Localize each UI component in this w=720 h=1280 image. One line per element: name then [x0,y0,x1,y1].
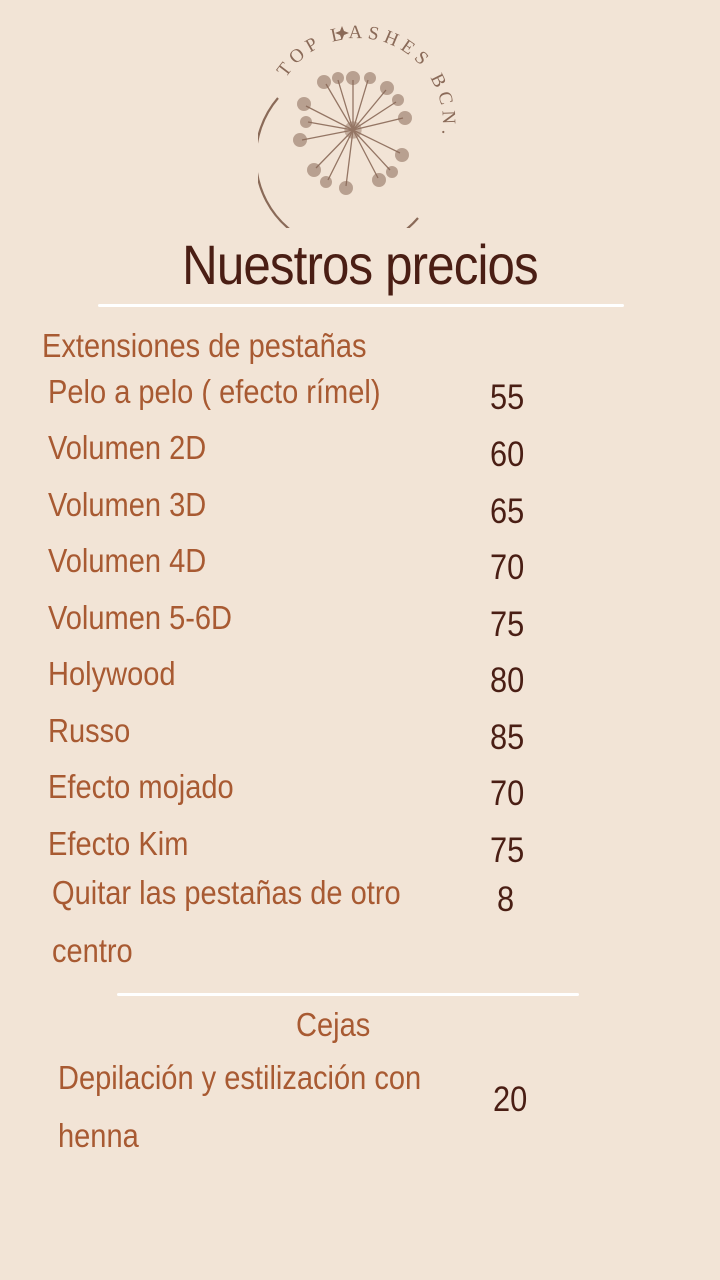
item-price: 80 [490,661,524,701]
section-heading-brows: Cejas [296,1006,370,1044]
list-item: Volumen 4D [48,542,206,580]
list-item: Depilación y estilización con henna [58,1049,445,1165]
divider [98,304,624,307]
list-item: Efecto Kim [48,825,188,863]
list-item: Holywood [48,655,176,693]
section-heading-lashes: Extensiones de pestañas [42,327,367,365]
dandelion-icon: TOP LASHES BCN. [258,18,458,228]
item-price: 8 [497,880,514,920]
list-item: Russo [48,712,130,750]
list-item: Quitar las pestañas de otro centro [52,864,439,980]
brand-logo: TOP LASHES BCN. [258,18,458,228]
item-price: 70 [490,774,524,814]
item-price: 70 [490,548,524,588]
item-price: 85 [490,718,524,758]
list-item: Pelo a pelo ( efecto rímel) [48,373,381,411]
list-item: Volumen 3D [48,486,206,524]
item-price: 60 [490,435,524,475]
list-item: Efecto mojado [48,768,234,806]
item-price: 75 [490,831,524,871]
list-item: Volumen 5-6D [48,599,232,637]
item-price: 65 [490,492,524,532]
page-title: Nuestros precios [43,232,677,297]
item-price: 75 [490,605,524,645]
item-price: 20 [493,1080,527,1120]
item-price: 55 [490,378,524,418]
divider [117,993,579,996]
list-item: Volumen 2D [48,429,206,467]
